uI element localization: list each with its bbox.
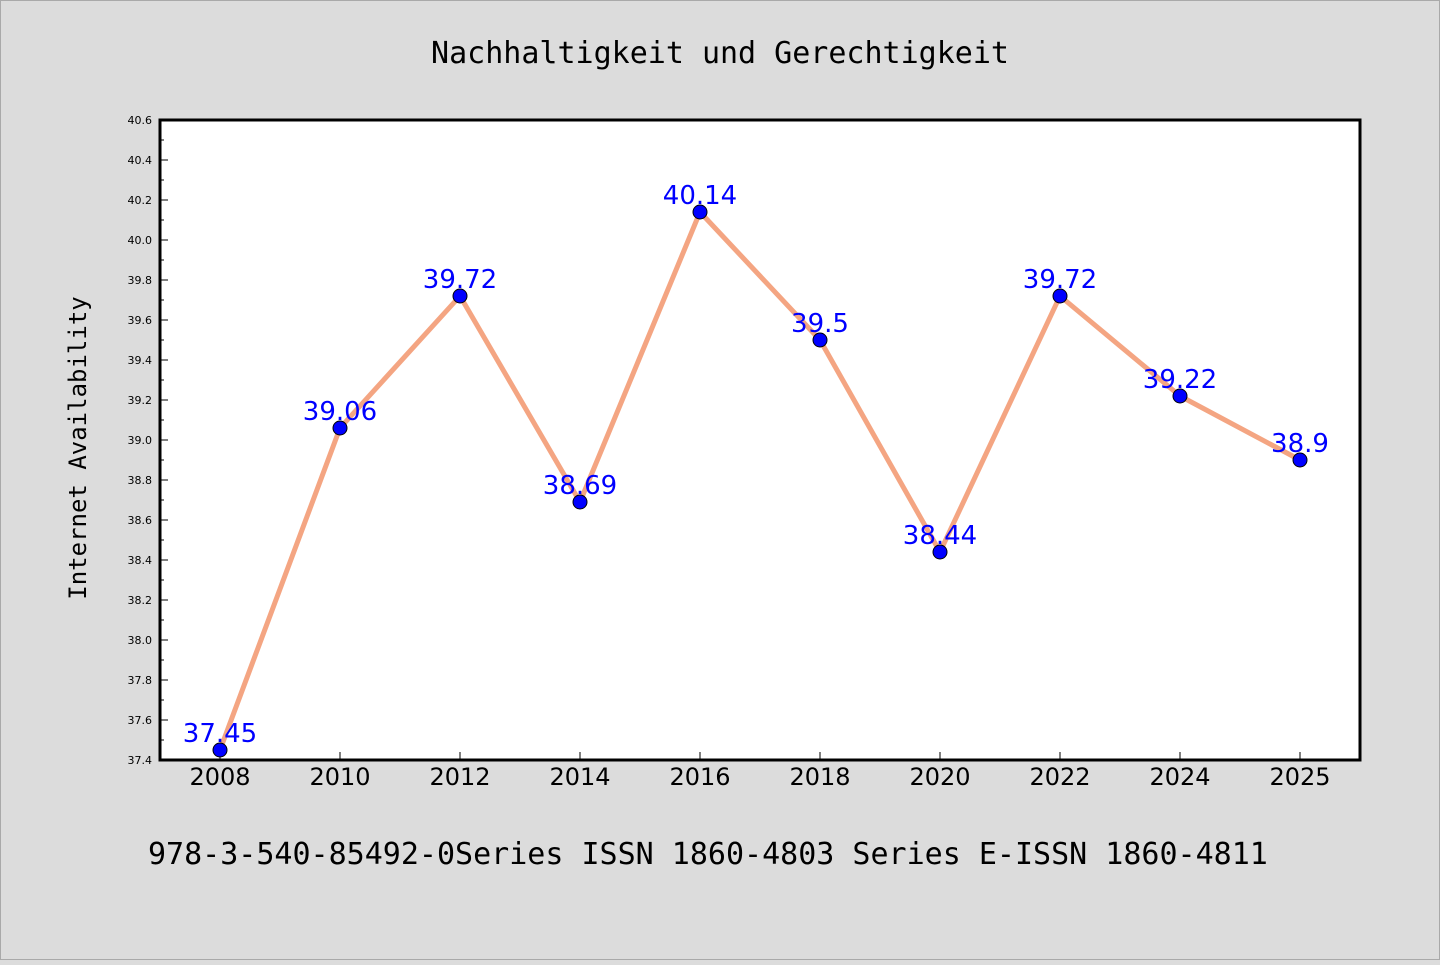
y-tick-label: 40.2	[128, 194, 153, 207]
y-tick-label: 37.8	[128, 674, 153, 687]
x-tick-label: 2014	[549, 763, 610, 791]
y-tick-label: 38.4	[128, 554, 153, 567]
y-tick-label: 40.6	[128, 114, 153, 127]
data-label: 38.69	[543, 471, 617, 501]
y-tick-label: 39.6	[128, 314, 153, 327]
series-line	[217, 209, 1303, 753]
data-label: 39.06	[303, 397, 377, 427]
x-tick-label: 2022	[1029, 763, 1090, 791]
y-axis-label: Internet Availability	[64, 296, 92, 599]
chart-title: Nachhaltigkeit und Gerechtigkeit	[431, 36, 1009, 71]
data-point	[1052, 288, 1068, 304]
data-point	[692, 204, 708, 220]
data-point	[932, 544, 948, 560]
x-tick-label: 2010	[309, 763, 370, 791]
y-tick-label: 38.6	[128, 514, 153, 527]
y-tick-label: 37.6	[128, 714, 153, 727]
y-tick-label: 40.4	[128, 154, 153, 167]
data-label: 39.72	[1023, 265, 1097, 295]
y-tick-label: 39.8	[128, 274, 153, 287]
x-tick-label: 2018	[789, 763, 850, 791]
y-tick-label: 37.4	[128, 754, 153, 767]
data-point	[1292, 452, 1308, 468]
data-label: 39.22	[1143, 365, 1217, 395]
y-tick-label: 40.0	[128, 234, 153, 247]
data-point	[572, 494, 588, 510]
data-point	[812, 332, 828, 348]
data-point	[1172, 388, 1188, 404]
x-axis: 2008 2010 2012 2014 2016 2018 2020 2022 2024 2025	[189, 752, 1331, 791]
data-point	[212, 742, 228, 758]
y-tick-label: 38.8	[128, 474, 153, 487]
y-axis: 37.4 37.6 37.8 38.0 38.2 38.4 38.6 38.8 39.0 39.2…	[128, 114, 168, 767]
data-label: 38.9	[1271, 429, 1329, 459]
data-point	[452, 288, 468, 304]
x-tick-label: 2012	[429, 763, 490, 791]
y-tick-label: 38.0	[128, 634, 153, 647]
y-tick-label: 39.2	[128, 394, 153, 407]
data-label: 38.44	[903, 521, 977, 551]
data-label: 37.45	[183, 719, 257, 749]
y-tick-label: 38.2	[128, 594, 153, 607]
plot-area	[158, 118, 1362, 762]
data-point	[332, 420, 348, 436]
x-tick-label: 2016	[669, 763, 730, 791]
data-label: 39.5	[791, 309, 849, 339]
y-tick-label: 39.4	[128, 354, 153, 367]
x-tick-label: 2020	[909, 763, 970, 791]
data-label: 39.72	[423, 265, 497, 295]
data-label: 40.14	[663, 181, 737, 211]
y-tick-label: 39.0	[128, 434, 153, 447]
x-tick-label: 2024	[1149, 763, 1210, 791]
footer-text: 978-3-540-85492-0Series ISSN 1860-4803 S…	[148, 837, 1268, 872]
series-layer: 37.45 39.06 39.72 38.69 40.14 39.5 38.44 39.72 3…	[183, 181, 1329, 758]
x-tick-label: 2008	[189, 763, 250, 791]
x-tick-label: 2025	[1269, 763, 1330, 791]
